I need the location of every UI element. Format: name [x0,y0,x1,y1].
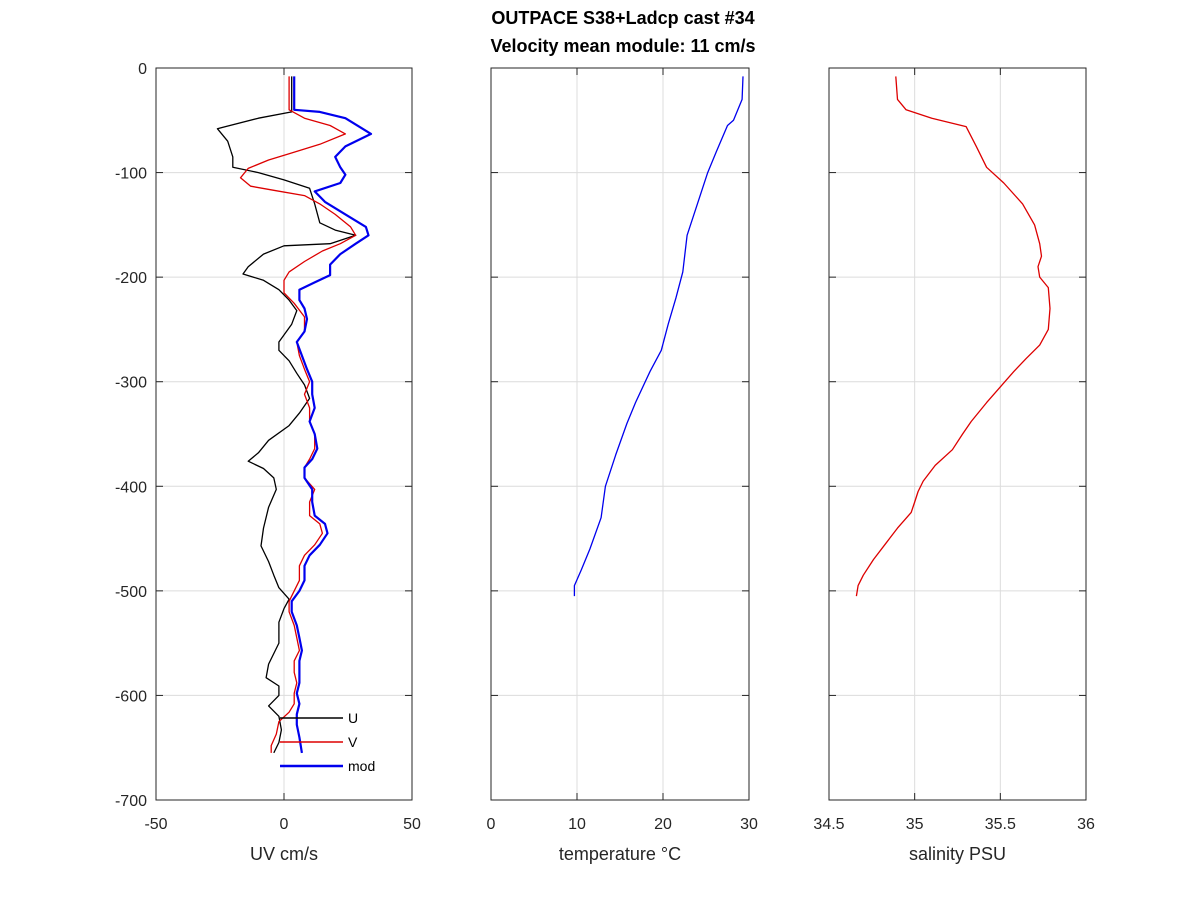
uv-x-tick-label: 50 [403,816,421,833]
salinity-profile-line [855,76,1051,597]
legend-label-u: U [348,710,358,726]
uv-y-tick-label: -700 [115,793,147,810]
temperature-x-axis-label: temperature °C [559,844,681,864]
temperature-axes: 0 10 20 30 temperature °C [487,67,758,864]
salinity-x-tick-label: 35.5 [985,816,1016,833]
figure-title-line-2: Velocity mean module: 11 cm/s [490,36,755,56]
uv-y-tick-label: 0 [138,61,147,78]
temperature-profile-line [573,76,744,597]
salinity-axes-box [828,67,1087,801]
temperature-x-tick-label: 10 [568,816,586,833]
temperature-x-tick-label: 30 [740,816,758,833]
uv-y-tick-label: -100 [115,166,147,183]
temperature-x-tick-label: 0 [487,816,496,833]
legend-label-mod: mod [348,758,375,774]
figure-title-line-1: OUTPACE S38+Ladcp cast #34 [491,8,754,28]
uv-y-tick-label: -300 [115,375,147,392]
uv-y-tick-label: -200 [115,270,147,287]
salinity-x-axis-label: salinity PSU [909,844,1006,864]
uv-y-tick-label: -500 [115,584,147,601]
uv-x-axis-label: UV cm/s [250,844,318,864]
uv-series-mod [290,76,373,754]
salinity-x-tick-label: 34.5 [813,816,844,833]
uv-y-tick-label: -400 [115,479,147,496]
uv-y-tick-label: -600 [115,688,147,705]
salinity-x-tick-label: 36 [1077,816,1095,833]
salinity-x-tick-label: 35 [906,816,924,833]
uv-x-tick-label: -50 [144,816,167,833]
uv-series-u [216,76,357,754]
uv-series-v [239,76,357,753]
temperature-x-tick-label: 20 [654,816,672,833]
uv-x-tick-label: 0 [280,816,289,833]
temperature-axes-box [490,67,750,801]
legend-label-v: V [348,734,358,750]
salinity-axes: 34.5 35 35.5 36 salinity PSU [813,67,1095,864]
